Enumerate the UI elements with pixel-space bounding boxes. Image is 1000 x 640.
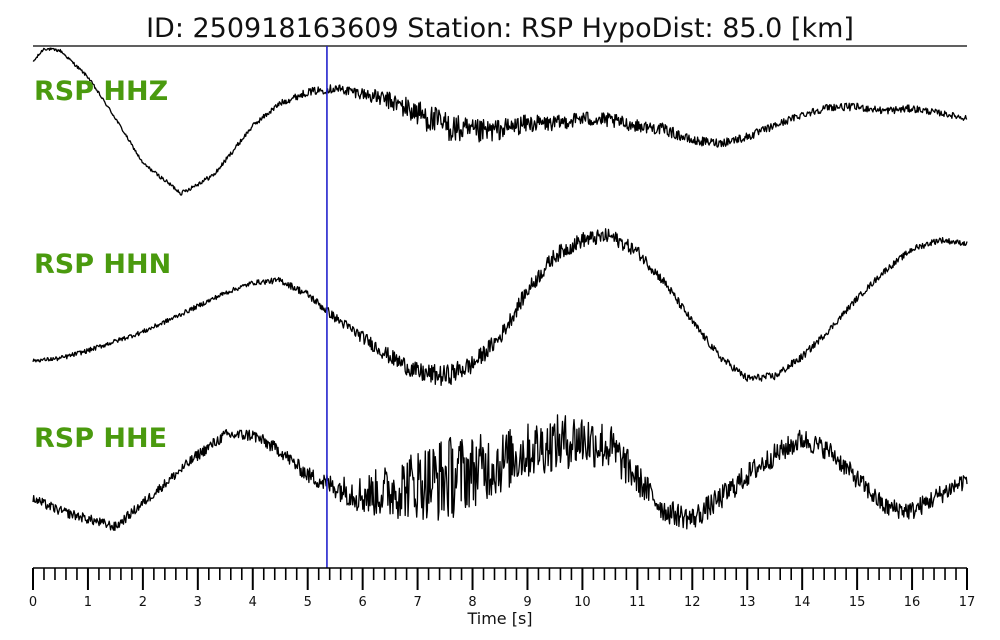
x-axis-label: Time [s] xyxy=(466,609,532,628)
tick-label: 12 xyxy=(684,595,701,610)
tick-label: 9 xyxy=(523,595,531,610)
trace-group xyxy=(32,47,968,532)
time-axis: 0 1 2 3 4 5 6 7 8 9 10 11 12 13 14 15 16 17 xyxy=(29,567,976,610)
tick-label: 7 xyxy=(413,595,421,610)
tick-label: 17 xyxy=(959,595,976,610)
trace-label-rsp-hhn: RSP HHN xyxy=(34,249,171,280)
trace-label-group: RSP HHZ RSP HHN RSP HHE xyxy=(34,76,171,454)
tick-label: 8 xyxy=(468,595,476,610)
tick-label: 13 xyxy=(739,595,756,610)
tick-label: 16 xyxy=(904,595,921,610)
trace-label-rsp-hhe: RSP HHE xyxy=(34,423,167,454)
tick-label: 14 xyxy=(794,595,811,610)
tick-label: 3 xyxy=(194,595,202,610)
trace-label-rsp-hhz: RSP HHZ xyxy=(34,76,168,107)
trace-rsp-hhz xyxy=(32,47,968,196)
trace-rsp-hhe xyxy=(32,414,968,532)
tick-label: 2 xyxy=(139,595,147,610)
tick-label: 0 xyxy=(29,595,37,610)
tick-label: 5 xyxy=(304,595,312,610)
tick-label: 1 xyxy=(84,595,92,610)
tick-label: 11 xyxy=(629,595,646,610)
tick-label: 10 xyxy=(574,595,591,610)
trace-rsp-hhn xyxy=(32,228,968,386)
tick-label: 15 xyxy=(849,595,866,610)
tick-label: 6 xyxy=(359,595,367,610)
tick-label: 4 xyxy=(249,595,257,610)
figure-title: ID: 250918163609 Station: RSP HypoDist: … xyxy=(146,13,854,44)
